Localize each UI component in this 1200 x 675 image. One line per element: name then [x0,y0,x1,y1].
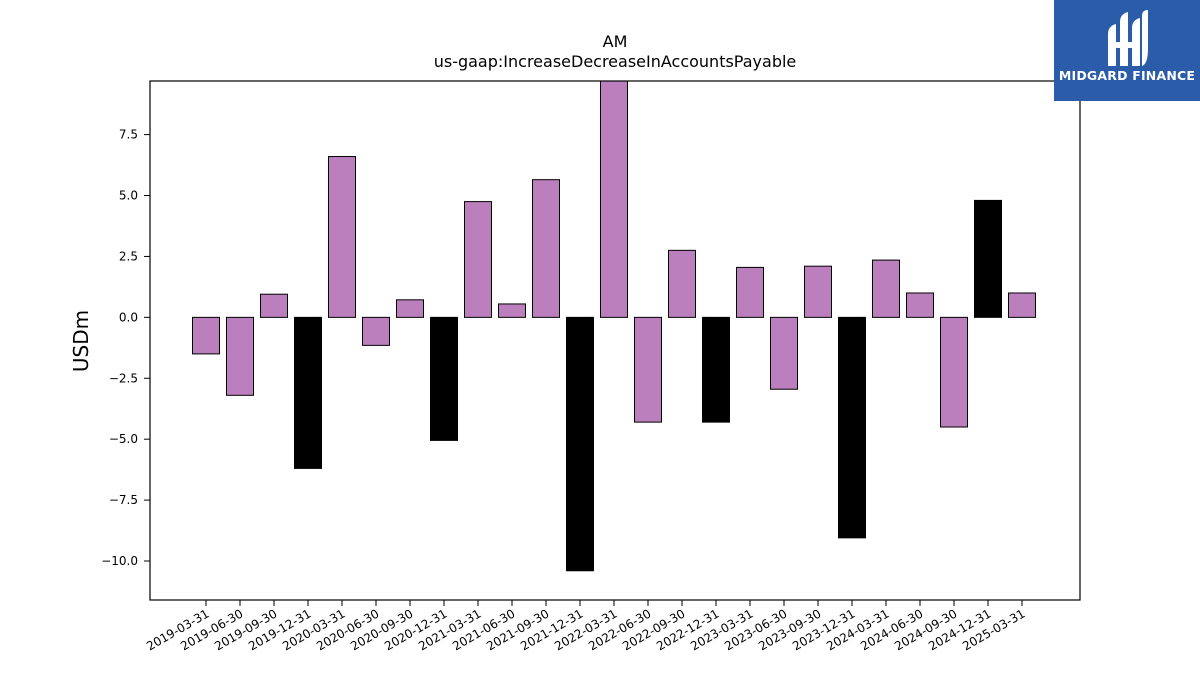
bar-2019-06-30 [226,316,254,396]
bar-2020-12-31 [430,316,458,441]
bar-2023-12-31 [838,316,866,539]
bar-2019-09-30 [260,293,288,318]
logo-text: MIDGARD FINANCE [1058,68,1196,83]
y-tick-label: 7.5 [119,128,138,142]
chart-title: AM [602,32,628,51]
bar-2021-09-30 [532,179,560,318]
bar-2023-09-30 [804,265,832,318]
bar-2022-09-30 [668,249,696,318]
y-tick-label: 5.0 [119,189,138,203]
bar-2023-06-30 [770,316,798,390]
bar-2022-03-31 [600,80,628,318]
bar-2024-12-31 [974,199,1002,318]
chart-subtitle: us-gaap:IncreaseDecreaseInAccountsPayabl… [433,52,797,71]
bar-2022-06-30 [634,316,662,423]
bar-2021-03-31 [464,201,492,318]
y-tick-label: −2.5 [109,371,138,385]
company-logo: MIDGARD FINANCE [1054,0,1200,101]
x-axis: 2019-03-312019-06-302019-09-302019-12-31… [144,600,1028,653]
y-tick-label: −10.0 [101,554,138,568]
bar-2024-06-30 [906,292,934,318]
bar-2021-12-31 [566,316,594,572]
bar-2019-03-31 [192,316,220,355]
midgard-logo-icon [1108,10,1148,66]
y-axis-label: USDm [69,310,93,372]
y-axis: −10.0 −7.5 −5.0 −2.5 0.0 2.5 5.0 7.5 [101,128,150,568]
bar-2020-09-30 [396,299,424,318]
bar-2024-09-30 [940,316,968,428]
bar-2024-03-31 [872,259,900,318]
bar-2023-03-31 [736,266,764,318]
plot-frame [149,80,1081,601]
bar-2022-12-31 [702,316,730,423]
bars-group [192,80,1036,572]
y-tick-label: 0.0 [119,310,138,324]
bar-2019-12-31 [294,316,322,469]
y-tick-label: −7.5 [109,493,138,507]
bar-2020-06-30 [362,316,390,346]
bar-2025-03-31 [1008,292,1036,318]
bar-2021-06-30 [498,303,526,318]
bar-2020-03-31 [328,156,356,318]
y-tick-label: −5.0 [109,432,138,446]
y-tick-label: 2.5 [119,249,138,263]
